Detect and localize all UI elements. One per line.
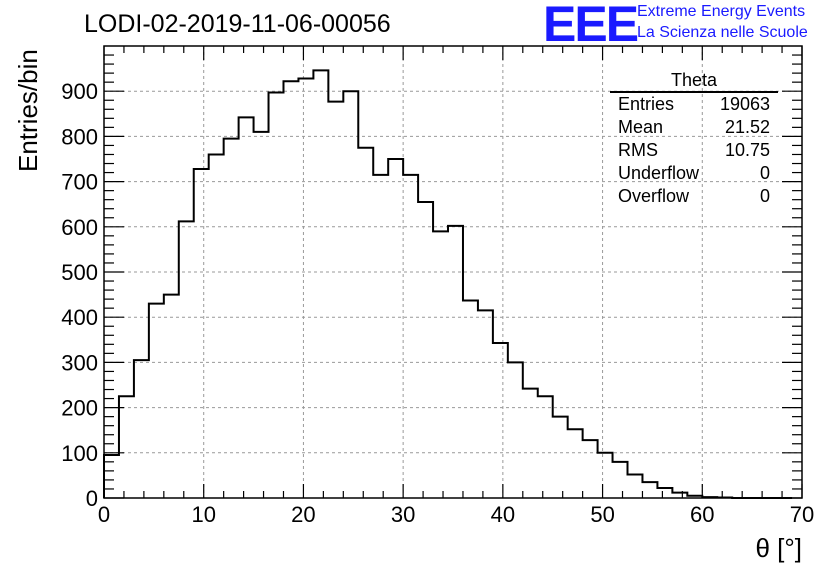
- stats-row-overflow: Overflow 0: [610, 185, 778, 208]
- axis-ticks: [103, 46, 803, 499]
- histogram-bin: [164, 295, 179, 498]
- histogram-bin: [313, 70, 328, 498]
- histogram-bin: [628, 474, 643, 498]
- x-tick-label: 40: [491, 502, 515, 527]
- histogram-bin: [493, 343, 508, 498]
- histogram-bin: [269, 93, 284, 498]
- stats-row-underflow: Underflow 0: [610, 162, 778, 185]
- histogram-bin: [209, 154, 224, 498]
- logo-text-line2: La Scienza nelle Scuole: [637, 24, 808, 41]
- y-tick-label: 400: [61, 305, 98, 330]
- histogram-bin: [194, 169, 209, 498]
- x-tick-label: 20: [291, 502, 315, 527]
- histogram-bin: [239, 117, 254, 498]
- histogram-bin: [343, 91, 358, 498]
- histogram-bin: [119, 396, 134, 498]
- chart-title: LODI-02-2019-11-06-00056: [84, 10, 391, 38]
- y-tick-label: 900: [61, 79, 98, 104]
- histogram-bin: [583, 440, 598, 498]
- x-tick-label: 70: [790, 502, 814, 527]
- histogram-bin: [657, 488, 672, 498]
- grid-lines: [104, 46, 802, 498]
- stats-label: Mean: [618, 117, 664, 137]
- stats-value: 19063: [719, 94, 770, 114]
- stats-row-rms: RMS 10.75: [610, 139, 778, 162]
- histogram-bin: [433, 231, 448, 498]
- histogram-bin: [149, 304, 164, 498]
- histogram-bin: [463, 300, 478, 498]
- eee-logo: EEE: [543, 0, 639, 52]
- histogram-bin: [523, 389, 538, 498]
- histogram-bin: [478, 310, 493, 498]
- stats-box: Theta Entries 19063 Mean 21.52 RMS 10.75…: [610, 70, 778, 208]
- histogram-bin: [283, 81, 298, 498]
- stats-value: 21.52: [724, 117, 770, 137]
- y-axis-label: Entries/bin: [13, 49, 43, 172]
- stats-label: Underflow: [618, 163, 700, 183]
- histogram-bin: [134, 360, 149, 498]
- x-tick-label: 60: [690, 502, 714, 527]
- logo-text-line1: Extreme Energy Events: [637, 3, 806, 20]
- histogram-bin: [553, 417, 568, 498]
- histogram-bin: [298, 79, 313, 498]
- y-tick-label: 800: [61, 124, 98, 149]
- histogram-bin: [373, 175, 388, 498]
- x-tick-label: 30: [391, 502, 415, 527]
- histogram-bin: [358, 148, 373, 498]
- stats-row-entries: Entries 19063: [610, 93, 778, 116]
- histogram-bin: [224, 139, 239, 498]
- x-tick-label: 50: [590, 502, 614, 527]
- histogram-bin: [388, 159, 403, 498]
- histogram-bin: [403, 175, 418, 498]
- y-tick-label: 100: [61, 441, 98, 466]
- histogram-bin: [328, 102, 343, 498]
- histogram-bin: [179, 221, 194, 498]
- y-tick-label: 600: [61, 215, 98, 240]
- histogram-bin: [254, 132, 269, 498]
- stats-row-mean: Mean 21.52: [610, 116, 778, 139]
- stats-value: 0: [759, 186, 770, 206]
- x-axis-label: θ [°]: [755, 533, 802, 563]
- histogram-bin: [508, 362, 523, 498]
- stats-label: Entries: [618, 94, 675, 114]
- y-tick-label: 200: [61, 396, 98, 421]
- stats-label: Overflow: [618, 186, 690, 206]
- stats-label: RMS: [618, 140, 658, 160]
- histogram-bin: [642, 482, 657, 498]
- y-tick-label: 500: [61, 260, 98, 285]
- histogram-bin: [598, 453, 613, 498]
- histogram-bin: [613, 462, 628, 498]
- x-tick-label: 0: [98, 502, 110, 527]
- stats-value: 10.75: [724, 140, 770, 160]
- y-tick-label: 700: [61, 170, 98, 195]
- y-tick-label: 300: [61, 350, 98, 375]
- x-tick-label: 10: [191, 502, 215, 527]
- histogram-bin: [538, 396, 553, 498]
- y-tick-label: 0: [86, 486, 98, 511]
- histogram-bin: [418, 202, 433, 498]
- histogram-bin: [568, 429, 583, 498]
- stats-value: 0: [759, 163, 770, 183]
- tick-labels: 0 10 20 30 40 50 60 700100200300400500600700800…: [61, 79, 814, 527]
- histogram-outline: [103, 69, 793, 499]
- stats-title: Theta: [610, 70, 778, 93]
